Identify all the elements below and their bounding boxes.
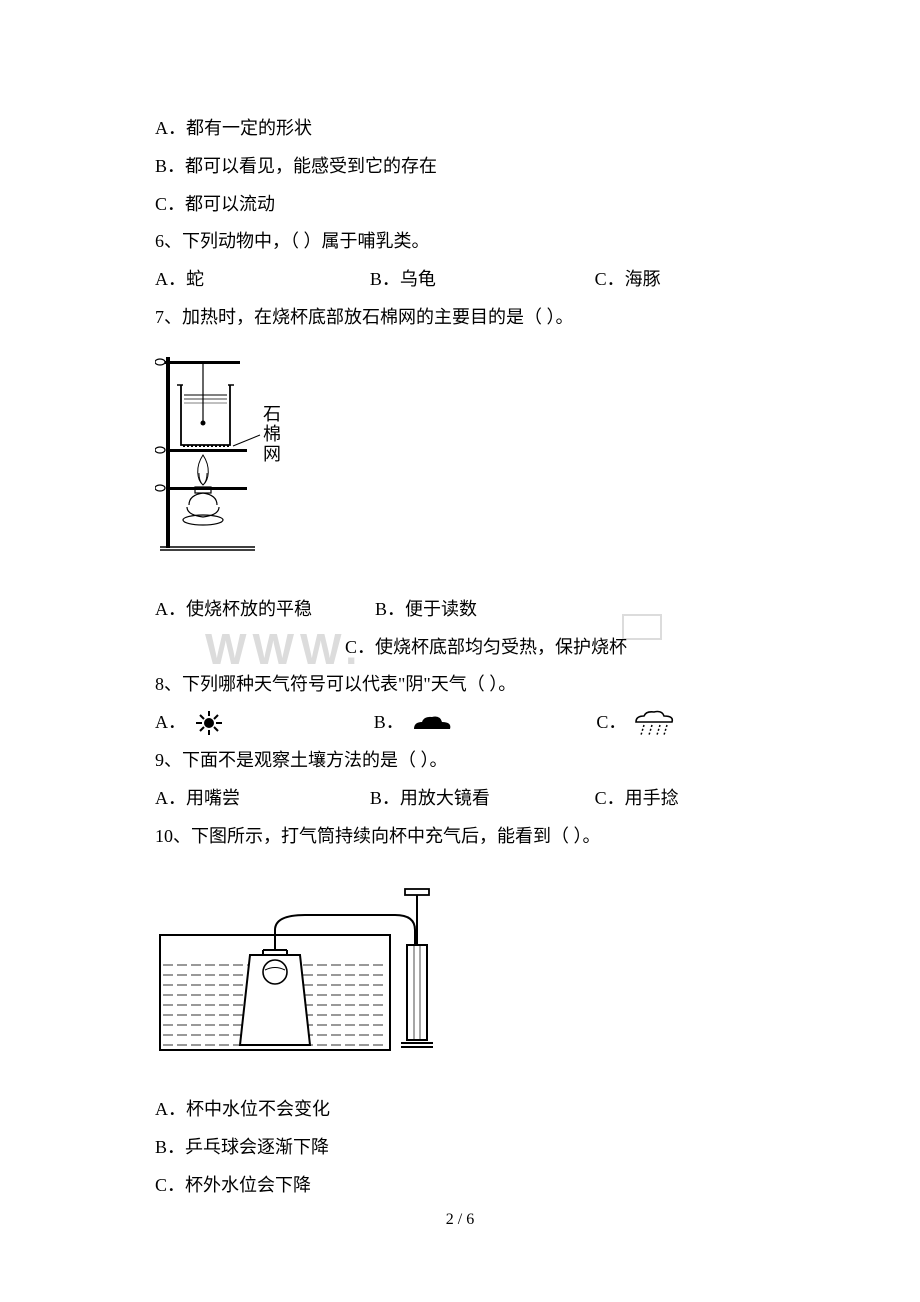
q9-stem: 9、下面不是观察土壤方法的是（ ）。 bbox=[155, 742, 790, 780]
q7-diagram: 石 棉 网 bbox=[155, 355, 790, 555]
rain-icon bbox=[632, 709, 676, 737]
sun-icon bbox=[192, 709, 226, 737]
q10-stem: 10、下图所示，打气筒持续向杯中充气后，能看到（ ）。 bbox=[155, 818, 790, 856]
q8-stem: 8、下列哪种天气符号可以代表"阴"天气（ ）。 bbox=[155, 666, 790, 704]
q8-option-b: B． bbox=[374, 704, 404, 742]
q7-option-b: B．便于读数 bbox=[375, 591, 605, 629]
q6-stem: 6、下列动物中，（ ）属于哺乳类。 bbox=[155, 223, 790, 261]
q9-options: A．用嘴尝 B．用放大镜看 C．用手捻 bbox=[155, 780, 790, 818]
q6-option-c: C．海豚 bbox=[595, 261, 790, 299]
svg-text:石: 石 bbox=[263, 404, 281, 424]
q7-stem: 7、加热时，在烧杯底部放石棉网的主要目的是（ ）。 bbox=[155, 299, 790, 337]
q7-options-ab: A．使烧杯放的平稳 B．便于读数 bbox=[155, 591, 790, 629]
svg-text:网: 网 bbox=[263, 444, 281, 464]
q10-diagram bbox=[155, 875, 790, 1079]
cloud-icon bbox=[410, 712, 454, 734]
q10-option-b: B．乒乓球会逐渐下降 bbox=[155, 1129, 790, 1167]
q9-option-b: B．用放大镜看 bbox=[370, 780, 595, 818]
q5-option-a: A．都有一定的形状 bbox=[155, 110, 790, 148]
q6-option-a: A．蛇 bbox=[155, 261, 370, 299]
q10-option-c: C．杯外水位会下降 bbox=[155, 1167, 790, 1205]
page-number: 2 / 6 bbox=[0, 1203, 920, 1237]
q5-option-c: C．都可以流动 bbox=[155, 186, 790, 224]
q9-option-c: C．用手捻 bbox=[595, 780, 790, 818]
q8-options: A． B． C． bbox=[155, 704, 790, 742]
q7-option-a: A．使烧杯放的平稳 bbox=[155, 591, 375, 629]
q6-options: A．蛇 B．乌龟 C．海豚 bbox=[155, 261, 790, 299]
q10-option-a: A．杯中水位不会变化 bbox=[155, 1091, 790, 1129]
q6-option-b: B．乌龟 bbox=[370, 261, 595, 299]
q8-option-a: A． bbox=[155, 704, 186, 742]
q5-option-b: B．都可以看见，能感受到它的存在 bbox=[155, 148, 790, 186]
q9-option-a: A．用嘴尝 bbox=[155, 780, 370, 818]
q8-option-c: C． bbox=[596, 704, 626, 742]
q7-option-c: C．使烧杯底部均匀受热，保护烧杯 bbox=[155, 629, 790, 667]
svg-text:棉: 棉 bbox=[263, 424, 281, 444]
